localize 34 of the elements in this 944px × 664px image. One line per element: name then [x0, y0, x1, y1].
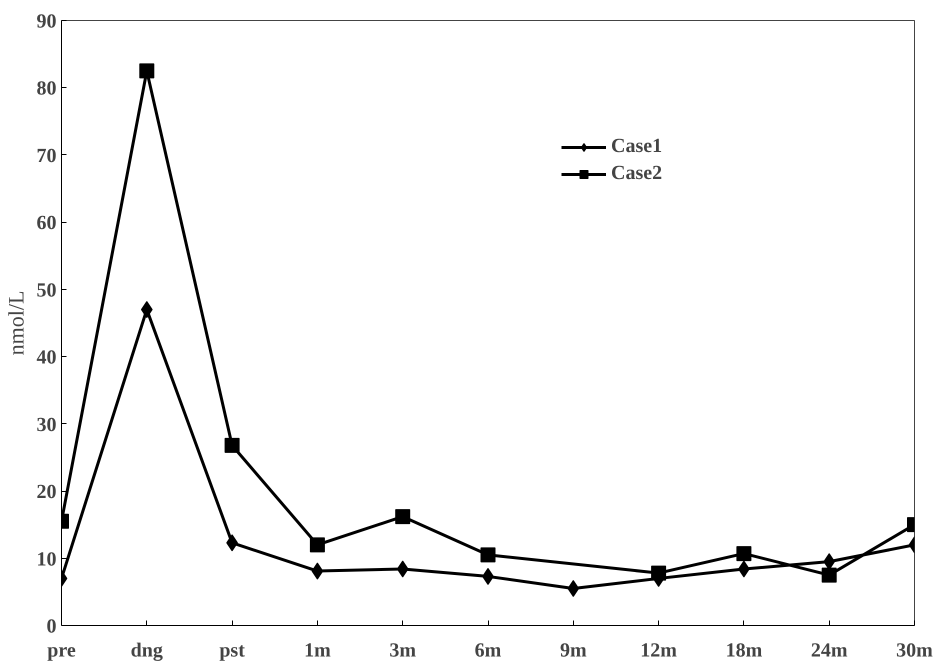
x-tick-label: 18m [726, 640, 763, 662]
y-tick-label: 30 [36, 414, 56, 436]
y-axis-title: nmol/L [4, 290, 28, 356]
point [139, 63, 154, 78]
point [310, 537, 325, 552]
x-tick-label: 12m [640, 640, 678, 662]
x-tick-label: dng [130, 640, 163, 662]
legend-label: Case1 [611, 135, 662, 158]
y-tick-label: 40 [36, 346, 56, 369]
point [480, 547, 496, 562]
x-tick-label: pst [219, 640, 246, 662]
y-tick-label: 80 [36, 78, 56, 100]
point [822, 568, 837, 583]
point [736, 546, 752, 562]
legend-label: Case2 [611, 162, 662, 185]
x-tick-label: 3m [389, 640, 416, 662]
y-tick-label: 60 [36, 212, 56, 234]
y-tick-label: 70 [36, 144, 56, 167]
x-tick-label: 30m [896, 640, 934, 662]
y-tick-label: 10 [36, 548, 56, 570]
point [396, 560, 409, 578]
x-tick-label: pre [47, 640, 76, 662]
y-tick-label: 0 [46, 616, 56, 638]
y-tick-label: 90 [36, 10, 56, 32]
x-tick-label: 9m [560, 640, 587, 662]
x-tick-label: 6m [474, 640, 502, 662]
point [140, 301, 153, 318]
point [395, 509, 410, 524]
x-tick-label: 1m [304, 640, 332, 662]
point [567, 580, 580, 598]
y-tick-label: 20 [36, 481, 56, 504]
x-tick-label: 24m [810, 640, 848, 662]
point [224, 438, 240, 453]
y-tick-label: 50 [36, 279, 56, 302]
